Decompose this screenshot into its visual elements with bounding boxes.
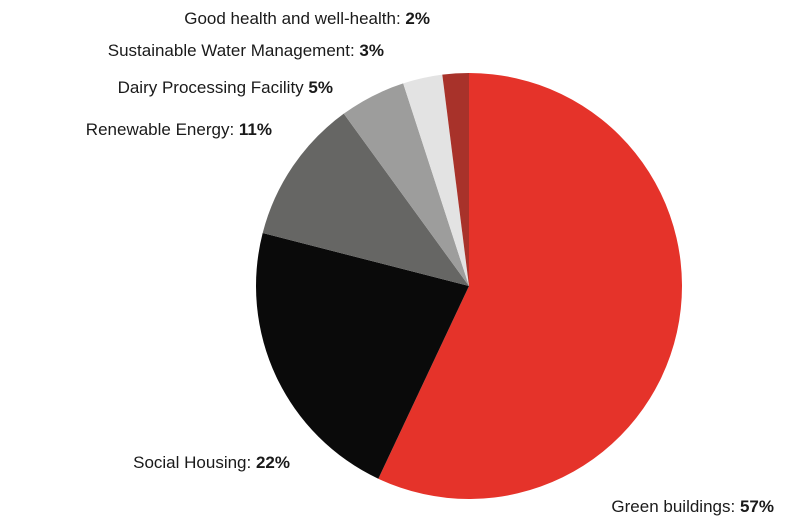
slice-label: Good health and well-health: 2% — [184, 9, 430, 28]
slice-label: Renewable Energy: 11% — [86, 120, 272, 139]
value-label: 22% — [256, 453, 290, 472]
category-name: Green buildings: — [611, 497, 735, 516]
pie-slice — [343, 83, 469, 287]
slice-label: Sustainable Water Management: 3% — [108, 41, 384, 60]
value-label: 3% — [359, 41, 384, 60]
category-name: Renewable Energy: — [86, 120, 234, 139]
pie-slice — [442, 73, 469, 286]
category-name: Sustainable Water Management: — [108, 41, 355, 60]
category-name: Good health and well-health: — [184, 9, 400, 28]
value-label: 57% — [740, 497, 774, 516]
value-label: 2% — [405, 9, 430, 28]
slice-label: Social Housing: 22% — [133, 453, 290, 472]
pie-slice — [403, 74, 469, 286]
value-label: 11% — [239, 120, 272, 139]
pie-slice — [255, 233, 469, 479]
slice-label: Green buildings: 57% — [611, 497, 774, 516]
slice-label: Dairy Processing Facility 5% — [118, 78, 333, 97]
pie-slice — [262, 113, 469, 286]
value-label: 5% — [308, 78, 333, 97]
category-name: Dairy Processing Facility — [118, 78, 305, 97]
pie-slice — [378, 73, 682, 499]
category-name: Social Housing: — [133, 453, 251, 472]
